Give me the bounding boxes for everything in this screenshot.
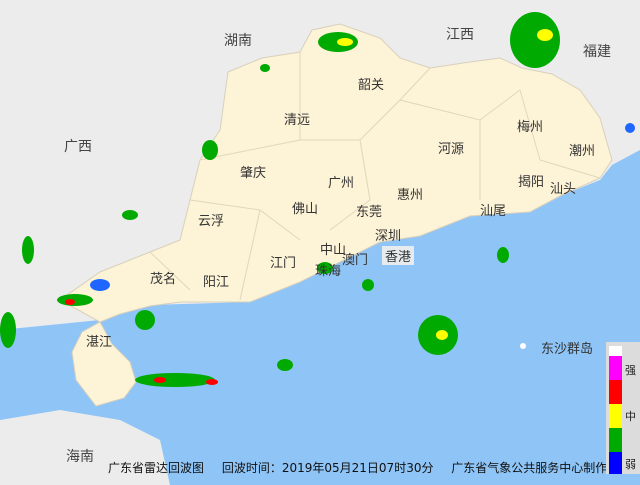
- city-label: 江门: [270, 256, 297, 271]
- region-label: 广西: [64, 139, 92, 155]
- city-label: 东莞: [356, 205, 383, 220]
- city-label: 中山: [320, 243, 347, 258]
- map-caption: 广东省雷达回波图 回波时间：2019年05月21日07时30分 广东省气象公共服…: [108, 459, 621, 476]
- caption-producer: 广东省气象公共服务中心制作: [451, 461, 608, 475]
- city-label: 揭阳: [518, 175, 545, 190]
- city-label: 河源: [438, 142, 465, 157]
- city-label: 深圳: [375, 229, 402, 244]
- city-label: 阳江: [203, 275, 230, 290]
- city-label: 广州: [328, 176, 355, 191]
- region-label: 江西: [446, 27, 474, 43]
- hainan-island: [0, 410, 170, 485]
- dongsha-island: [520, 343, 526, 349]
- city-label: 梅州: [517, 120, 544, 135]
- city-label: 肇庆: [240, 166, 267, 181]
- city-borders: [149, 52, 601, 301]
- city-label: 汕头: [550, 182, 577, 197]
- legend-swatch: [609, 428, 622, 452]
- legend-label-weak: 弱: [625, 458, 636, 471]
- legend-swatch: [609, 356, 622, 380]
- city-label: 潮州: [569, 144, 596, 159]
- legend-swatch: [609, 380, 622, 404]
- intensity-legend: 强 中 弱: [606, 342, 640, 474]
- region-label: 福建: [583, 44, 611, 60]
- legend-label-medium: 中: [625, 410, 636, 423]
- city-label: 韶关: [358, 78, 385, 93]
- city-label: 惠州: [397, 188, 424, 203]
- city-label: 茂名: [150, 272, 177, 287]
- region-label: 海南: [66, 449, 94, 465]
- city-label: 香港: [382, 246, 415, 265]
- radar-echoes: [0, 12, 635, 387]
- legend-label-strong: 强: [625, 364, 636, 377]
- legend-swatch: [609, 452, 622, 474]
- city-label: 澳门: [342, 253, 369, 268]
- city-label: 云浮: [198, 214, 225, 229]
- guangdong-province: [59, 23, 613, 407]
- city-label: 珠海: [315, 264, 342, 279]
- legend-swatch: [609, 404, 622, 428]
- city-label: 湛江: [86, 335, 113, 350]
- caption-time: 回波时间：2019年05月21日07时30分: [221, 461, 434, 475]
- island-label: 东沙群岛: [541, 342, 594, 357]
- city-label: 佛山: [292, 202, 319, 217]
- region-label: 湖南: [224, 33, 252, 49]
- legend-swatch: [609, 346, 622, 356]
- city-label: 汕尾: [480, 204, 507, 219]
- city-label: 清远: [284, 113, 311, 128]
- caption-title: 广东省雷达回波图: [108, 461, 205, 475]
